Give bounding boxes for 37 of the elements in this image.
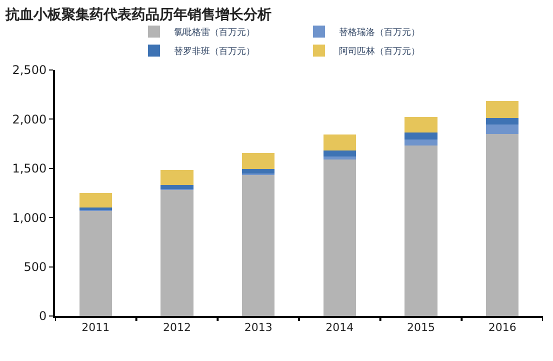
legend-label: 替罗非班（百万元） bbox=[174, 46, 255, 58]
bar bbox=[242, 168, 275, 174]
bar bbox=[323, 150, 356, 157]
y-tick-label: 0 bbox=[38, 309, 47, 324]
bar bbox=[242, 153, 275, 169]
y-tick-label: 2,500 bbox=[12, 63, 47, 78]
bar bbox=[242, 174, 275, 316]
bar bbox=[79, 210, 112, 316]
x-tick-label: 2012 bbox=[163, 321, 191, 334]
bar bbox=[486, 118, 519, 125]
x-tick-label: 2013 bbox=[244, 321, 272, 334]
x-tick-label: 2015 bbox=[407, 321, 435, 334]
bar bbox=[160, 190, 194, 316]
chart-title: 抗血小板聚集药代表药品历年销售增长分析 bbox=[4, 6, 272, 23]
bar bbox=[486, 101, 519, 118]
bar bbox=[323, 134, 356, 151]
bar bbox=[79, 193, 112, 208]
y-tick-label: 2,000 bbox=[12, 112, 47, 126]
bar bbox=[323, 156, 356, 160]
bar bbox=[404, 145, 438, 316]
y-tick-label: 1,500 bbox=[12, 162, 47, 176]
x-tick-label: 2016 bbox=[488, 321, 516, 334]
bar bbox=[404, 117, 438, 132]
y-tick-label: 500 bbox=[24, 260, 47, 274]
bar bbox=[404, 139, 438, 146]
y-tick-label: 1,000 bbox=[12, 210, 47, 225]
bar bbox=[160, 185, 194, 190]
legend-label: 替格瑞洛（百万元） bbox=[339, 27, 420, 38]
bar bbox=[404, 132, 438, 140]
legend-label: 氯吡格雷（百万元） bbox=[174, 27, 255, 38]
x-tick-label: 2011 bbox=[82, 321, 110, 334]
bar bbox=[160, 170, 194, 186]
bar bbox=[486, 134, 519, 316]
bar bbox=[486, 124, 519, 134]
legend-label: 阿司匹林（百万元） bbox=[339, 46, 420, 58]
x-tick-label: 2014 bbox=[326, 321, 354, 334]
bar bbox=[323, 160, 356, 316]
